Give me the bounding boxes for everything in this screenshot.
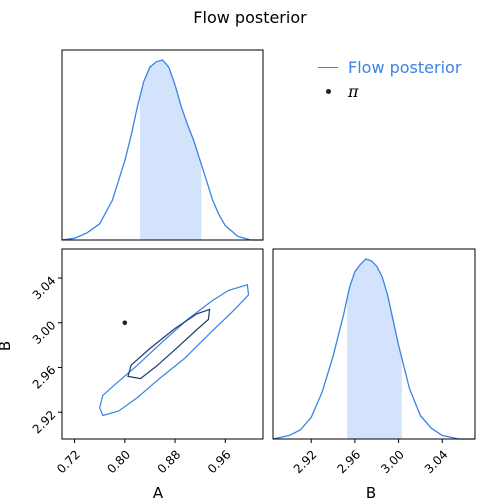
figure-title: Flow posterior xyxy=(193,8,307,27)
legend-label-flow: Flow posterior xyxy=(348,57,462,77)
legend-line-swatch xyxy=(318,66,338,68)
panel-a-marginal xyxy=(61,49,264,241)
y-axis-label-b: B xyxy=(0,341,14,351)
legend-entry-flow: Flow posterior xyxy=(318,55,461,79)
a-x-tick-label: 0.80 xyxy=(104,447,133,476)
b-x-tick-label: 3.04 xyxy=(422,447,451,476)
b-x-axis: 2.92 2.96 3.00 3.04 xyxy=(291,439,451,476)
ab-y-axis: 2.92 2.96 3.00 3.04 xyxy=(30,274,62,437)
inner-contour xyxy=(127,308,211,380)
panel-ab-joint: 0.72 0.80 0.88 0.96 2.92 2.96 3.00 3.04 A B xyxy=(0,248,264,500)
outer-contour xyxy=(99,284,250,417)
x-axis-label-b: B xyxy=(366,484,376,500)
b-x-tick-label: 2.96 xyxy=(334,447,363,476)
panel-b-marginal: 2.92 2.96 3.00 3.04 B xyxy=(272,248,476,500)
a-x-tick-label: 0.96 xyxy=(205,447,234,476)
a-x-tick-label: 0.72 xyxy=(54,447,83,476)
panel-ab-frame xyxy=(61,248,264,440)
ab-x-axis: 0.72 0.80 0.88 0.96 xyxy=(54,439,234,476)
legend-label-pi: π xyxy=(348,81,359,101)
legend-dot-swatch xyxy=(318,88,338,94)
legend: Flow posterior π xyxy=(318,55,461,103)
panel-a-frame xyxy=(61,49,264,241)
legend-entry-pi: π xyxy=(318,79,461,103)
true-value-point xyxy=(122,320,128,326)
b-x-tick-label: 3.00 xyxy=(378,447,407,476)
a-density-curve xyxy=(61,59,263,241)
b-density-curve xyxy=(272,258,475,440)
b-y-tick-label: 3.00 xyxy=(30,318,59,347)
b-credible-interval-fill xyxy=(347,259,402,439)
x-axis-label-a: A xyxy=(153,484,164,500)
a-x-tick-label: 0.88 xyxy=(155,447,184,476)
panel-b-frame xyxy=(272,248,476,440)
b-y-tick-label: 2.92 xyxy=(30,408,59,437)
b-y-tick-label: 2.96 xyxy=(30,363,59,392)
b-x-tick-label: 2.92 xyxy=(291,447,320,476)
b-y-tick-label: 3.04 xyxy=(30,274,59,303)
a-credible-interval-fill xyxy=(139,60,202,240)
